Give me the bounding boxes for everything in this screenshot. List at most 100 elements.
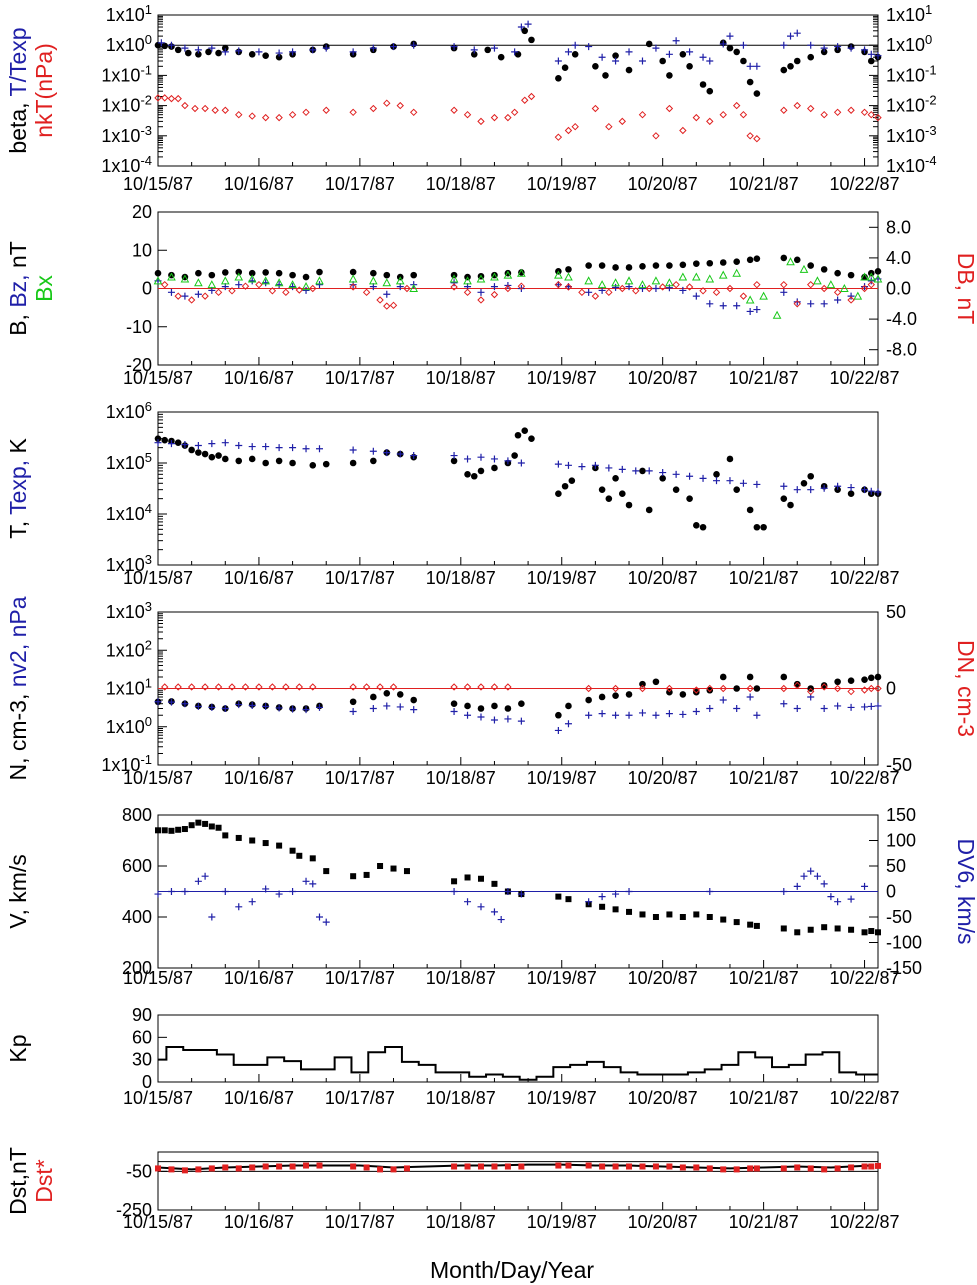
- beta-point: [746, 62, 754, 70]
- density-point: [154, 698, 162, 706]
- field-point: [772, 310, 782, 319]
- temp-point: [800, 479, 808, 487]
- temp-point: [194, 442, 202, 450]
- beta-point: [867, 110, 875, 119]
- density-point: [706, 705, 714, 712]
- velocity-point: [720, 916, 727, 923]
- field-point: [517, 268, 526, 277]
- beta-point: [564, 126, 573, 135]
- field-point: [860, 284, 869, 293]
- beta-ytick-label: 1x10-4: [101, 153, 152, 176]
- kp-ylabel: Kp: [5, 1034, 31, 1062]
- field-point: [807, 280, 815, 289]
- beta-point: [652, 44, 660, 52]
- beta-point: [184, 49, 192, 57]
- beta-point: [571, 41, 579, 49]
- velocity-point: [807, 867, 815, 875]
- beta-point: [524, 20, 532, 28]
- density-point: [161, 683, 169, 691]
- velocity-point: [834, 898, 842, 906]
- field-point: [261, 276, 271, 285]
- density-point: [679, 710, 687, 718]
- velocity-point: [868, 928, 875, 935]
- density-point: [490, 683, 499, 691]
- density-point: [861, 676, 868, 683]
- beta-point: [625, 66, 633, 74]
- field-point: [585, 262, 592, 269]
- beta-xtick-label: 10/18/87: [426, 174, 496, 194]
- beta-point: [275, 113, 283, 122]
- temp-point: [726, 477, 734, 485]
- beta-point: [288, 110, 297, 119]
- temp-xtick-label: 10/21/87: [729, 568, 799, 588]
- field-rtick-label: -4.0: [886, 309, 917, 329]
- temp-point: [174, 439, 182, 447]
- temp-point: [154, 435, 162, 442]
- beta-xtick-label: 10/21/87: [729, 174, 799, 194]
- velocity-point: [706, 888, 714, 895]
- field-point: [867, 280, 875, 289]
- beta-rtick-label: 1x10-4: [886, 153, 937, 176]
- beta-ytick-label: 1x100: [106, 32, 152, 55]
- field-point: [807, 262, 815, 269]
- field-series-3: [161, 280, 875, 310]
- density-point: [746, 684, 754, 693]
- field-ytick-label: 0: [142, 279, 152, 299]
- field-ylabel: B, Bz, nT: [5, 241, 31, 336]
- density-point: [834, 678, 841, 686]
- field-point: [625, 264, 633, 271]
- velocity-point: [194, 877, 202, 885]
- dst-point: [612, 1163, 619, 1170]
- beta-point: [793, 29, 801, 37]
- field-point: [874, 267, 882, 275]
- density-point: [241, 683, 250, 691]
- density-point: [517, 717, 525, 725]
- beta-point: [463, 110, 472, 119]
- beta-point: [167, 94, 176, 103]
- field-series-0: [154, 254, 882, 281]
- density-point: [194, 702, 202, 710]
- density-xtick-label: 10/21/87: [729, 768, 799, 788]
- field-point: [793, 256, 801, 264]
- temp-point: [713, 471, 720, 478]
- field-point: [490, 290, 499, 299]
- density-xtick-label: 10/22/87: [830, 768, 900, 788]
- field-point: [301, 282, 311, 291]
- density-point: [692, 686, 701, 694]
- panel-field: 20 10 0 -10 -20 8.0 4.0 0.0 -4.0 -8.0 10/15/87 10/1…: [5, 202, 977, 388]
- field-point: [235, 268, 243, 276]
- kp-xtick-label: 10/19/87: [527, 1088, 597, 1108]
- panel-beta: 1x101 1x100 1x10-1 1x10-2 1x10-3 1x10-4 1x101 1…: [5, 2, 937, 194]
- beta-point: [349, 108, 357, 117]
- temp-point: [618, 465, 626, 473]
- beta-point: [383, 99, 391, 107]
- beta-point: [679, 126, 687, 135]
- density-ytick-label: 1x101: [106, 676, 152, 699]
- field-point: [733, 302, 741, 310]
- beta-point: [221, 44, 229, 52]
- beta-point: [612, 52, 619, 59]
- dst-point: [208, 1165, 215, 1172]
- density-point: [518, 700, 525, 708]
- temp-point: [659, 469, 667, 477]
- velocity-point: [848, 926, 855, 933]
- beta-point: [390, 43, 398, 51]
- density-point: [584, 684, 593, 693]
- temp-point: [275, 444, 283, 452]
- density-point: [201, 683, 209, 691]
- field-point: [302, 273, 310, 281]
- beta-series-2: [154, 92, 882, 143]
- beta-ytick-label: 1x10-3: [101, 123, 152, 146]
- temp-point: [760, 523, 767, 531]
- field-rtick-label: 0.0: [886, 279, 911, 299]
- field-point: [759, 291, 768, 300]
- temp-point: [861, 486, 869, 494]
- beta-point: [726, 32, 734, 40]
- temp-point: [289, 444, 297, 452]
- field-point: [268, 287, 277, 295]
- velocity-point: [154, 890, 162, 898]
- field-series-1: [154, 275, 882, 315]
- beta-point: [205, 48, 212, 56]
- temp-point: [693, 522, 700, 529]
- temp-xtick-label: 10/17/87: [325, 568, 395, 588]
